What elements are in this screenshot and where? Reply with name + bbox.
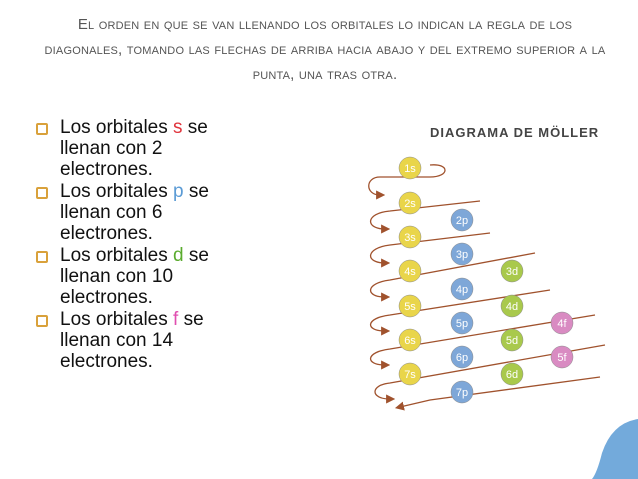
orbital-ball [398,156,422,180]
orbital-ball [398,362,422,386]
orbital-letter: f [173,309,179,330]
orbital-letter: d [173,245,184,266]
orbital-letter: s [173,117,183,138]
orbital-ball [398,294,422,318]
bullet-text: Los orbitales [60,181,174,202]
orbital-label: 5p [456,318,468,330]
slide-title: El orden en que se van llenando los orbi… [44,16,606,83]
bullet-text: se llenan con 10 electrones. [60,245,209,308]
diagonal-arrows [368,164,606,411]
orbital-label: 6s [404,335,416,347]
orbital-ball [450,345,474,369]
orbital-ball [398,328,422,352]
orbital-label: 2s [404,198,416,210]
bullet-text: Los orbitales [60,245,174,266]
orbital-ball [550,311,574,335]
orbital-ball [398,259,422,283]
bullet-text: se llenan con 14 electrones. [60,309,204,372]
bullet-marker [36,315,48,327]
orbital-label: 5d [506,335,518,347]
orbital-ball [450,208,474,232]
orbital-ball [500,328,524,352]
orbital-ball [398,191,422,215]
orbital-label: 7s [404,369,416,381]
bullet-item: Los orbitales s se llenan con 2 electron… [34,117,244,180]
orbital-ball [450,311,474,335]
orbital-ball [450,277,474,301]
orbital-ball [500,259,524,283]
corner-decoration [592,419,638,479]
bullet-text: Los orbitales [60,309,174,330]
bullet-marker [36,187,48,199]
orbital-ball [500,294,524,318]
orbital-ball [450,242,474,266]
bullet-item: Los orbitales p se llenan con 6 electron… [34,181,244,244]
orbital-ball [450,380,474,404]
bullet-text: se llenan con 6 electrones. [60,181,209,244]
diagram-title: DIAGRAMA DE MÖLLER [430,125,599,140]
orbital-label: 6p [456,352,468,364]
orbital-label: 3d [506,266,518,278]
bullet-text: se llenan con 2 electrones. [60,117,208,180]
orbital-label: 5f [557,352,567,364]
orbital-label: 5s [404,301,416,313]
bullet-marker [36,251,48,263]
orbital-ball [550,345,574,369]
bullet-list: Los orbitales s se llenan con 2 electron… [34,117,244,373]
orbital-label: 4p [456,284,468,296]
bullet-item: Los orbitales d se llenan con 10 electro… [34,245,244,308]
orbital-ball [500,362,524,386]
orbital-letter: p [173,181,184,202]
orbital-label: 1s [404,163,416,175]
orbital-label: 4d [506,301,518,313]
bullet-item: Los orbitales f se llenan con 14 electro… [34,309,244,372]
orbital-label: 7p [456,387,468,399]
moller-diagram: DIAGRAMA DE MÖLLER 1s 2s 2p 3s 3p 3d 4s 4p 4d 4f 5… [368,125,606,411]
orbital-label: 4f [557,318,567,330]
bullet-marker [36,123,48,135]
orbital-label: 3p [456,249,468,261]
bullet-text: Los orbitales [60,117,174,138]
orbital-label: 3s [404,232,416,244]
orbital-label: 2p [456,215,468,227]
orbital-label: 6d [506,369,518,381]
orbital-ball [398,225,422,249]
orbital-label: 4s [404,266,416,278]
